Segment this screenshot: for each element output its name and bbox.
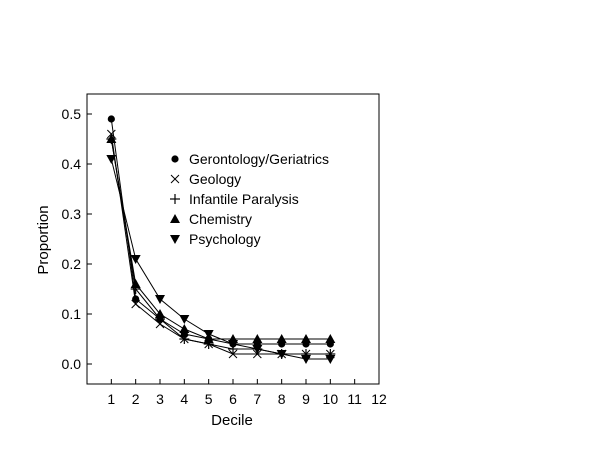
y-axis-title: Proportion <box>35 205 52 274</box>
data-point <box>325 355 336 364</box>
y-tick-label: 0.4 <box>62 156 82 172</box>
data-point <box>132 295 140 303</box>
series-line <box>110 138 331 355</box>
legend: Gerontology/Geriatrics Geology Infantile P… <box>170 151 329 247</box>
y-tick-label: 0.0 <box>62 356 82 372</box>
x-tick-label: 10 <box>323 391 339 407</box>
x-tick-label: 1 <box>107 391 115 407</box>
legend-marker <box>170 194 180 204</box>
legend-item: Geology <box>170 171 241 187</box>
x-tick-label: 7 <box>253 391 261 407</box>
axes: 1 2 3 4 5 6 7 8 9 10 11 120.00.10.20.30.40.5 <box>62 93 387 407</box>
data-point <box>301 355 311 364</box>
x-tick-label: 8 <box>278 391 286 407</box>
data-point <box>106 134 117 143</box>
legend-label: Infantile Paralysis <box>189 191 299 207</box>
data-point <box>203 330 214 339</box>
x-tick-label: 11 <box>347 391 362 407</box>
x-tick-label: 2 <box>132 391 140 407</box>
data-point <box>131 299 141 309</box>
data-point <box>276 350 287 359</box>
series-line <box>110 118 331 345</box>
series-4 <box>106 155 336 364</box>
data-point <box>276 334 287 343</box>
legend-label: Psychology <box>189 231 261 247</box>
legend-label: Geology <box>189 171 241 187</box>
x-axis-title: Decile <box>211 412 253 429</box>
y-tick-label: 0.2 <box>62 256 82 272</box>
legend-marker <box>171 155 179 163</box>
data-point <box>179 315 190 324</box>
data-point <box>301 334 311 343</box>
legend-marker <box>170 174 180 184</box>
legend-label: Gerontology/Geriatrics <box>189 151 329 167</box>
y-tick-label: 0.3 <box>62 206 82 222</box>
data-point <box>252 334 263 343</box>
series-layer <box>106 115 336 364</box>
legend-marker <box>170 214 180 223</box>
y-tick-label: 0.5 <box>62 106 82 122</box>
data-point <box>107 115 115 123</box>
series-line <box>110 158 331 360</box>
data-point <box>155 309 165 318</box>
legend-marker <box>170 235 180 244</box>
data-point <box>179 324 190 333</box>
legend-item: Psychology <box>170 231 261 247</box>
x-tick-label: 4 <box>180 391 188 407</box>
data-point <box>155 295 165 304</box>
x-tick-label: 6 <box>229 391 237 407</box>
data-point <box>228 340 238 349</box>
legend-item: Gerontology/Geriatrics <box>171 151 329 167</box>
legend-item: Chemistry <box>170 211 252 227</box>
x-tick-label: 12 <box>371 391 387 407</box>
legend-item: Infantile Paralysis <box>170 191 299 207</box>
data-point <box>325 334 336 343</box>
x-tick-label: 9 <box>302 391 310 407</box>
data-point <box>130 255 141 264</box>
y-tick-label: 0.1 <box>62 306 82 322</box>
data-point <box>130 279 141 288</box>
data-point <box>252 345 263 354</box>
legend-label: Chemistry <box>189 211 252 227</box>
data-point <box>106 155 117 164</box>
x-tick-label: 3 <box>156 391 164 407</box>
data-point <box>179 334 190 344</box>
x-tick-label: 5 <box>205 391 213 407</box>
